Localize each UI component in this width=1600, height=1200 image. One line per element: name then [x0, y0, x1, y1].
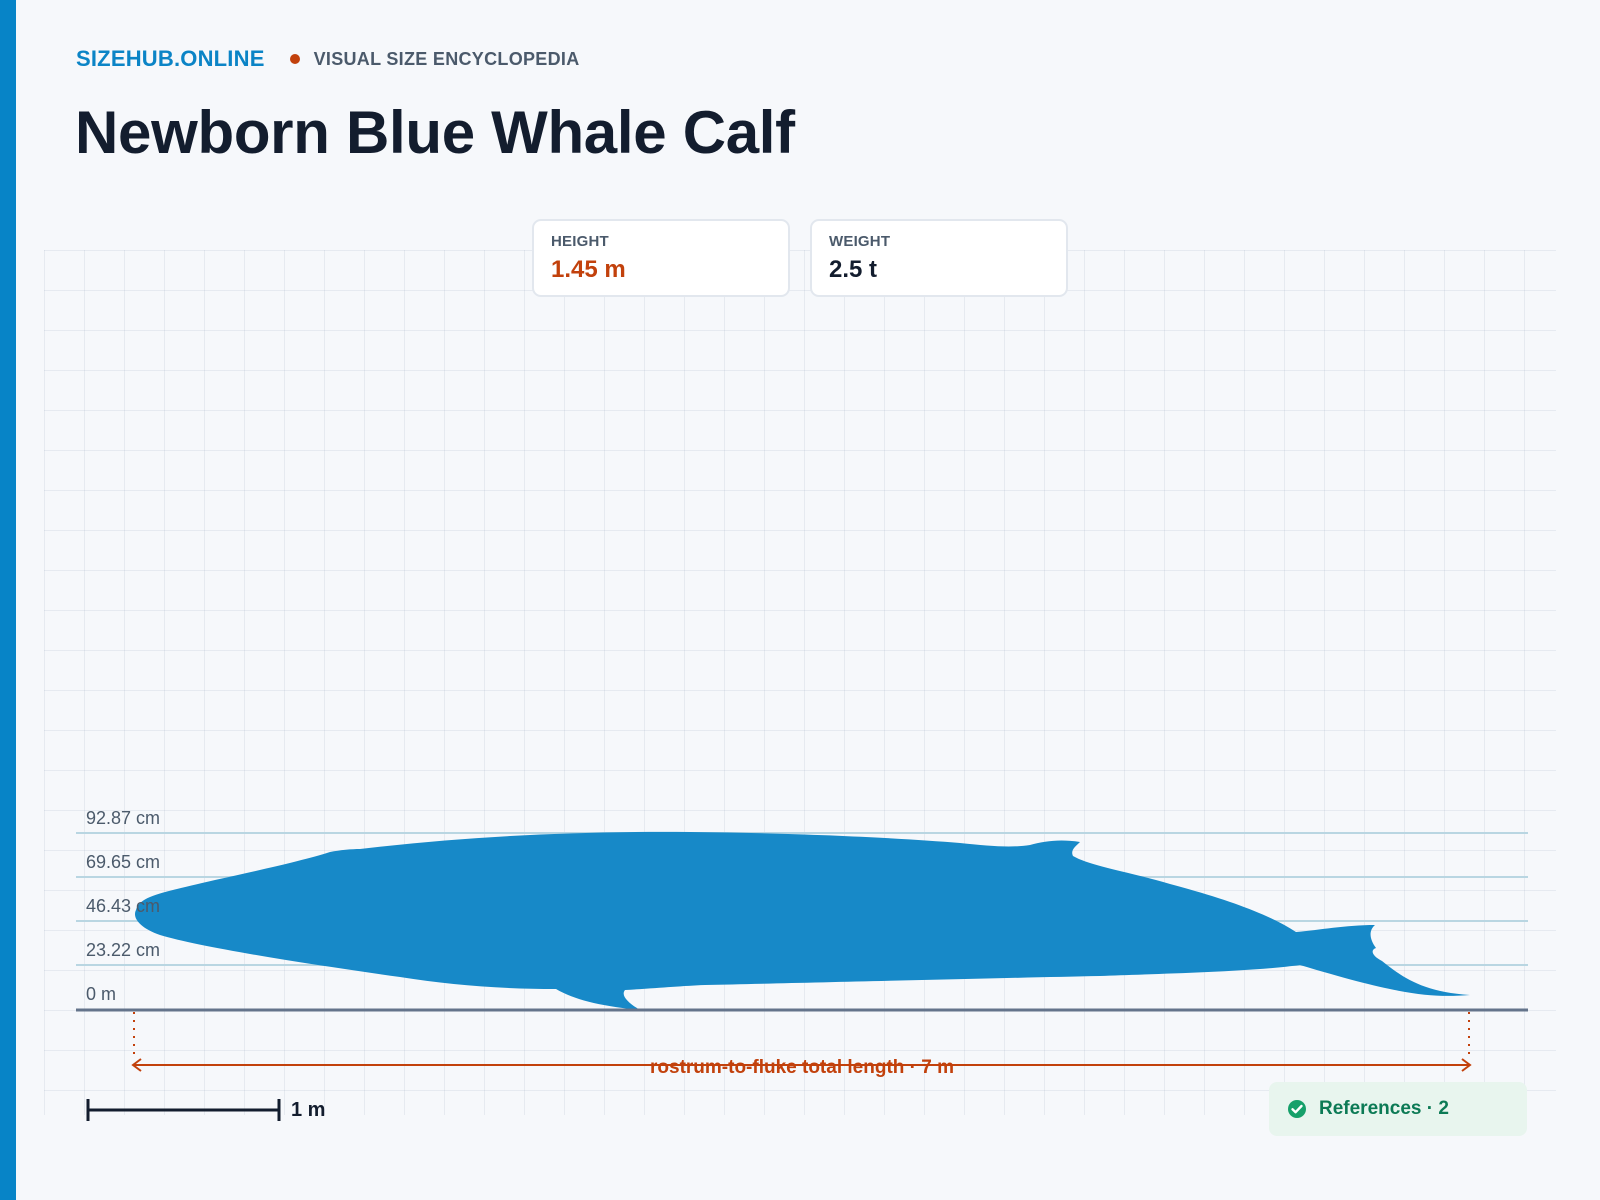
weight-card: WEIGHT 2.5 t	[810, 219, 1068, 297]
dimension-arrow	[131, 1058, 1472, 1072]
height-card: HEIGHT 1.45 m	[532, 219, 790, 297]
whale-silhouette	[135, 831, 1470, 1010]
height-value: 1.45 m	[551, 256, 626, 283]
brand-header: SIZEHUB.ONLINE VISUAL SIZE ENCYCLOPEDIA	[76, 46, 580, 72]
references-button[interactable]: References · 2	[1269, 1082, 1527, 1136]
scale-bar-label: 1 m	[291, 1099, 326, 1121]
references-label: References · 2	[1319, 1098, 1449, 1119]
y-tick-69cm: 69.65 cm	[86, 852, 161, 872]
scale-bar	[86, 1099, 281, 1121]
weight-label: WEIGHT	[829, 233, 891, 250]
check-circle-icon	[1288, 1100, 1306, 1118]
page-title: Newborn Blue Whale Calf	[75, 99, 795, 166]
site-tagline: VISUAL SIZE ENCYCLOPEDIA	[313, 48, 580, 69]
y-tick-92cm: 92.87 cm	[86, 808, 161, 828]
site-brand[interactable]: SIZEHUB.ONLINE	[76, 46, 265, 71]
dimension-label: rostrum-to-fluke total length · 7 m	[650, 1057, 954, 1078]
weight-value: 2.5 t	[829, 256, 878, 283]
height-label: HEIGHT	[551, 233, 609, 250]
accent-bar	[0, 0, 16, 1200]
y-tick-23cm: 23.22 cm	[86, 940, 161, 960]
separator-dot	[289, 54, 300, 64]
y-tick-0m: 0 m	[86, 984, 117, 1004]
y-tick-46cm: 46.43 cm	[86, 896, 161, 916]
